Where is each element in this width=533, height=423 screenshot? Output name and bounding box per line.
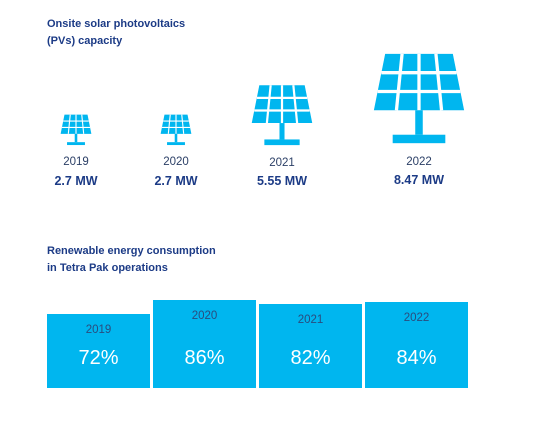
solar-mw-value: 5.55 MW bbox=[256, 174, 307, 188]
bar-percent-label: 72% bbox=[78, 347, 119, 369]
renewable-title-line-2: in Tetra Pak operations bbox=[47, 262, 168, 274]
bar-percent-label: 84% bbox=[396, 347, 437, 369]
solar-panel-icon bbox=[46, 113, 106, 147]
solar-mw-value: 2.7 MW bbox=[154, 174, 198, 188]
bar-year-label: 2021 bbox=[297, 314, 324, 326]
bar-percent-label: 82% bbox=[290, 347, 331, 369]
solar-title-line-1: Onsite solar photovoltaics bbox=[47, 18, 186, 30]
renewable-bar-2022: 2022 84% bbox=[365, 302, 468, 388]
solar-item-2022: 2022 8.47 MW bbox=[366, 52, 472, 188]
solar-mw-value: 8.47 MW bbox=[393, 173, 444, 187]
bar-percent-label: 86% bbox=[184, 347, 225, 369]
renewable-title-line-1: Renewable energy consumption bbox=[47, 245, 216, 257]
bar-year-label: 2022 bbox=[403, 312, 430, 324]
solar-mw-value: 2.7 MW bbox=[54, 174, 98, 188]
renewable-energy-title: Renewable energy consumption in Tetra Pa… bbox=[47, 243, 257, 277]
solar-title-line-2: (PVs) capacity bbox=[47, 35, 123, 47]
solar-panel-icon bbox=[244, 84, 320, 147]
solar-item-2020: 2020 2.7 MW bbox=[146, 113, 206, 189]
solar-capacity-title: Onsite solar photovoltaics (PVs) capacit… bbox=[47, 16, 247, 50]
solar-item-2019: 2019 2.7 MW bbox=[46, 113, 106, 189]
solar-year-label: 2019 bbox=[63, 156, 89, 168]
renewable-bar-2020: 2020 86% bbox=[153, 300, 256, 388]
solar-item-2021: 2021 5.55 MW bbox=[244, 84, 320, 189]
renewable-bar-2019: 2019 72% bbox=[47, 314, 150, 388]
bar-year-label: 2019 bbox=[85, 324, 112, 336]
solar-year-label: 2020 bbox=[163, 156, 189, 168]
solar-year-label: 2022 bbox=[406, 156, 432, 168]
bar-year-label: 2020 bbox=[191, 310, 218, 322]
solar-panel-icon bbox=[146, 113, 206, 147]
solar-panel-icon bbox=[366, 52, 472, 146]
solar-year-label: 2021 bbox=[269, 157, 295, 169]
renewable-bar-2021: 2021 82% bbox=[259, 304, 362, 388]
